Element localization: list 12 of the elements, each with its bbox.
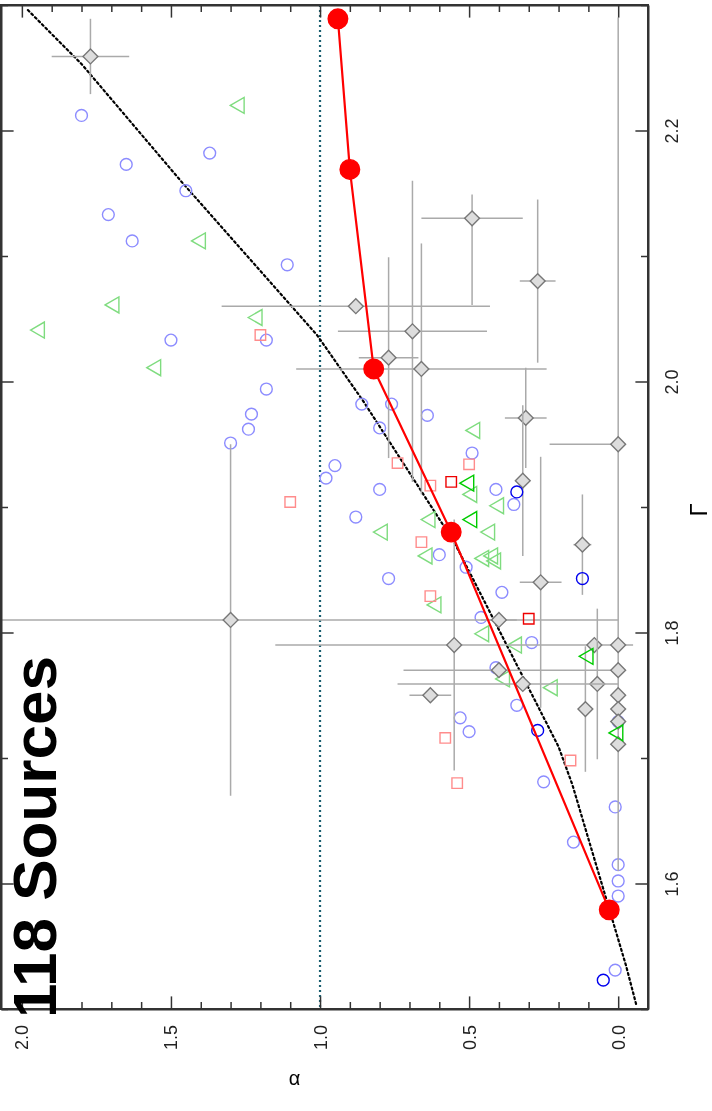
y-tick-label: 2.0	[662, 369, 682, 395]
x-tick-label: 0.0	[608, 1025, 629, 1051]
y-axis-title: Γ	[684, 503, 712, 517]
x-tick-label: 1.0	[310, 1025, 331, 1051]
y-tick-label: 2.2	[662, 118, 682, 144]
x-axis-title: α	[288, 1067, 301, 1089]
y-tick-label: 1.8	[662, 620, 682, 646]
x-tick-label: 2.0	[12, 1025, 33, 1051]
x-tick-label: 1.5	[161, 1025, 182, 1051]
text: 118 Sources	[0, 656, 69, 1018]
x-tick-label: 0.5	[459, 1025, 480, 1051]
y-tick-label: 1.6	[662, 871, 682, 897]
